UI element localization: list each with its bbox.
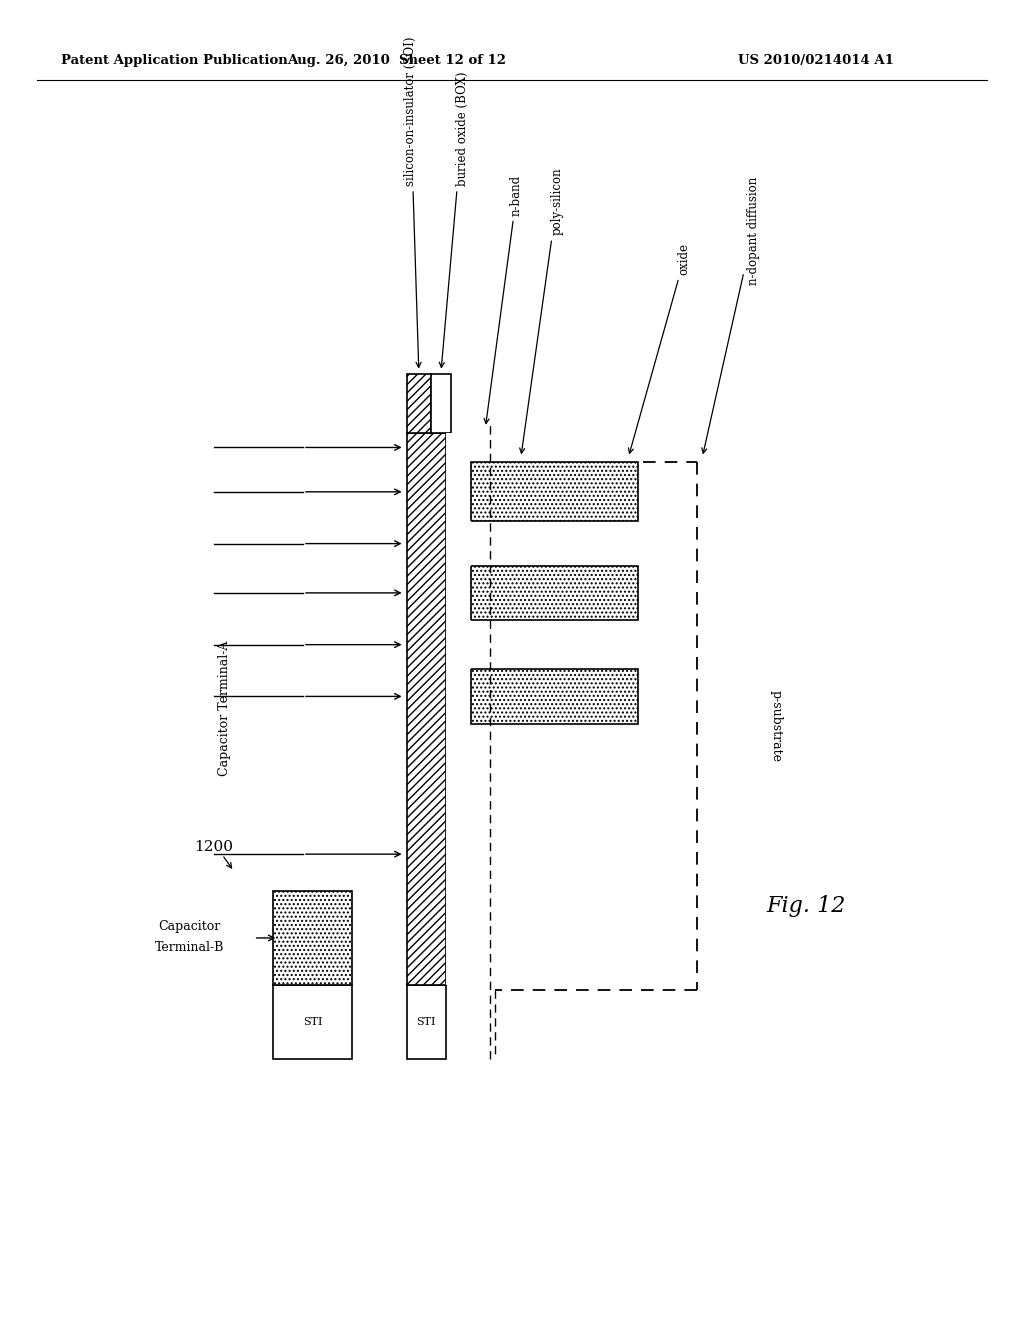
Text: n-dopant diffusion: n-dopant diffusion: [701, 177, 760, 453]
Text: silicon-on-insulator (SOI): silicon-on-insulator (SOI): [404, 37, 421, 367]
Bar: [445, 521, 471, 566]
Text: Aug. 26, 2010  Sheet 12 of 12: Aug. 26, 2010 Sheet 12 of 12: [287, 54, 506, 66]
Text: p-substrate: p-substrate: [770, 690, 782, 762]
Bar: [407, 374, 431, 433]
Text: US 2010/0214014 A1: US 2010/0214014 A1: [737, 54, 894, 66]
Text: Patent Application Publication: Patent Application Publication: [61, 54, 288, 66]
Bar: [471, 462, 638, 521]
Bar: [407, 985, 445, 1059]
Text: STI: STI: [303, 1016, 323, 1027]
Text: STI: STI: [417, 1016, 436, 1027]
Bar: [273, 985, 352, 1059]
Bar: [445, 433, 471, 985]
Text: buried oxide (BOX): buried oxide (BOX): [439, 71, 469, 367]
Text: 1200: 1200: [195, 840, 233, 854]
Bar: [273, 891, 352, 985]
Text: oxide: oxide: [629, 243, 690, 453]
Text: Capacitor: Capacitor: [159, 920, 221, 933]
Bar: [471, 566, 638, 620]
Text: Terminal-B: Terminal-B: [155, 941, 224, 954]
Text: poly-silicon: poly-silicon: [519, 168, 563, 453]
Bar: [471, 669, 638, 723]
Text: n-band: n-band: [484, 174, 523, 424]
Bar: [431, 374, 451, 433]
Bar: [407, 433, 445, 985]
Text: Capacitor Terminal-A: Capacitor Terminal-A: [218, 642, 230, 776]
Bar: [445, 620, 471, 669]
Text: Fig. 12: Fig. 12: [766, 895, 846, 917]
